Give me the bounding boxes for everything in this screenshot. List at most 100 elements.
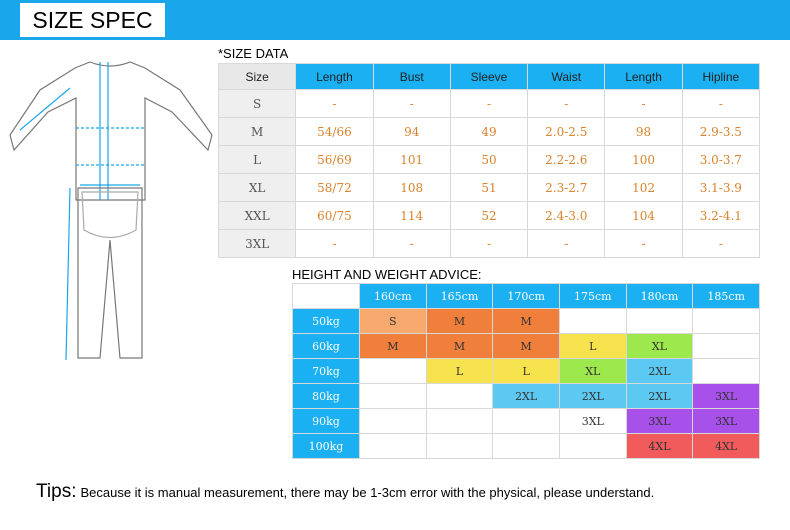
size-name: XL — [217, 173, 297, 202]
advice-row: 100kg 4XL 4XL — [292, 433, 760, 459]
advice-cell: M — [425, 333, 494, 359]
advice-row: 70kg L L XL 2XL — [292, 358, 760, 384]
advice-cell: 4XL — [625, 433, 694, 459]
size-cell: 2.3-2.7 — [527, 173, 606, 202]
size-cell: 104 — [604, 201, 683, 230]
size-row: XXL 60/75 114 52 2.4-3.0 104 3.2-4.1 — [217, 201, 761, 230]
size-row: L 56/69 101 50 2.2-2.6 100 3.0-3.7 — [217, 145, 761, 174]
advice-row: 50kg S M M — [292, 308, 760, 334]
advice-table: 160cm 165cm 170cm 175cm 180cm 185cm 50kg S M M 60k… — [292, 283, 760, 459]
size-cell: 94 — [372, 117, 451, 146]
advice-cell: M — [492, 308, 560, 334]
size-name: M — [217, 117, 297, 146]
size-cell: - — [449, 89, 529, 118]
advice-cell — [359, 433, 427, 459]
size-cell: - — [372, 229, 451, 258]
advice-cell — [492, 433, 560, 459]
column-header: Length — [295, 63, 374, 90]
tips-label: Tips: — [36, 481, 77, 502]
size-cell: 2.0-2.5 — [527, 117, 606, 146]
column-header: Bust — [372, 63, 451, 90]
advice-cell: 2XL — [558, 383, 627, 409]
size-table-label: *SIZE DATA — [218, 46, 289, 61]
size-cell: 102 — [604, 173, 683, 202]
advice-cell — [359, 358, 427, 384]
advice-cell — [692, 358, 760, 384]
height-header: 165cm — [425, 283, 494, 309]
size-cell: 108 — [372, 173, 451, 202]
size-row: M 54/66 94 49 2.0-2.5 98 2.9-3.5 — [217, 117, 761, 146]
size-cell: 50 — [449, 145, 529, 174]
advice-table-label: HEIGHT AND WEIGHT ADVICE: — [292, 267, 482, 282]
advice-cell: 2XL — [625, 383, 694, 409]
size-name: L — [217, 145, 297, 174]
height-header: 170cm — [492, 283, 560, 309]
size-row: S------ — [217, 89, 761, 118]
size-cell: 3.2-4.1 — [681, 201, 761, 230]
column-header: Sleeve — [449, 63, 529, 90]
advice-cell: M — [425, 308, 494, 334]
size-cell: 56/69 — [295, 145, 374, 174]
header-bar: SIZE SPEC — [0, 0, 790, 40]
size-cell: 54/66 — [295, 117, 374, 146]
size-cell: 2.4-3.0 — [527, 201, 606, 230]
advice-cell: L — [425, 358, 494, 384]
height-header: 175cm — [558, 283, 627, 309]
size-cell: - — [372, 89, 451, 118]
advice-cell: 4XL — [692, 433, 760, 459]
size-cell: 58/72 — [295, 173, 374, 202]
size-cell: 51 — [449, 173, 529, 202]
advice-cell — [425, 408, 494, 434]
advice-cell — [625, 308, 694, 334]
size-table: Size Length Bust Sleeve Waist Length Hipline S -… — [217, 63, 761, 258]
weight-header: 80kg — [292, 383, 360, 409]
size-cell: 52 — [449, 201, 529, 230]
advice-cell — [692, 308, 760, 334]
advice-cell: 2XL — [492, 383, 560, 409]
header-row: Size Length Bust Sleeve Waist Length Hipline — [217, 63, 761, 90]
size-row: 3XL - - - - - - — [217, 229, 761, 258]
column-header: Waist — [527, 63, 606, 90]
size-row: XL 58/72 108 51 2.3-2.7 102 3.1-3.9 — [217, 173, 761, 202]
advice-cell: 3XL — [692, 383, 760, 409]
size-cell: 98 — [604, 117, 683, 146]
advice-cell — [558, 308, 627, 334]
column-header: Size — [217, 63, 297, 90]
size-cell: - — [604, 229, 683, 258]
size-name: 3XL — [217, 229, 297, 258]
size-cell: 60/75 — [295, 201, 374, 230]
advice-cell: S — [359, 308, 427, 334]
size-cell: - — [604, 89, 683, 118]
size-cell: 3.1-3.9 — [681, 173, 761, 202]
header-title: SIZE SPEC — [20, 3, 165, 37]
weight-header: 90kg — [292, 408, 360, 434]
weight-header: 60kg — [292, 333, 360, 359]
garment-drawings — [9, 61, 213, 361]
advice-cell: 3XL — [558, 408, 627, 434]
weight-header: 50kg — [292, 308, 360, 334]
advice-cell — [692, 333, 760, 359]
advice-cell: 3XL — [692, 408, 760, 434]
height-header: 160cm — [359, 283, 427, 309]
size-cell: - — [681, 89, 761, 118]
advice-cell: L — [558, 333, 627, 359]
size-cell: 3.0-3.7 — [681, 145, 761, 174]
advice-cell: M — [492, 333, 560, 359]
size-cell: - — [681, 229, 761, 258]
advice-cell — [425, 383, 494, 409]
advice-cell: 2XL — [625, 358, 694, 384]
size-cell: 101 — [372, 145, 451, 174]
advice-row: 80kg 2XL 2XL 2XL 3XL — [292, 383, 760, 409]
size-cell: 100 — [604, 145, 683, 174]
advice-cell — [492, 408, 560, 434]
advice-cell: M — [359, 333, 427, 359]
height-header: 185cm — [692, 283, 760, 309]
column-header: Hipline — [681, 63, 761, 90]
advice-cell — [425, 433, 494, 459]
weight-header: 70kg — [292, 358, 360, 384]
tips-text: Because it is manual measurement, there … — [80, 485, 655, 500]
advice-row: 60kg M M M L XL — [292, 333, 760, 359]
size-cell: - — [527, 229, 606, 258]
advice-cell — [558, 433, 627, 459]
advice-cell: XL — [558, 358, 627, 384]
